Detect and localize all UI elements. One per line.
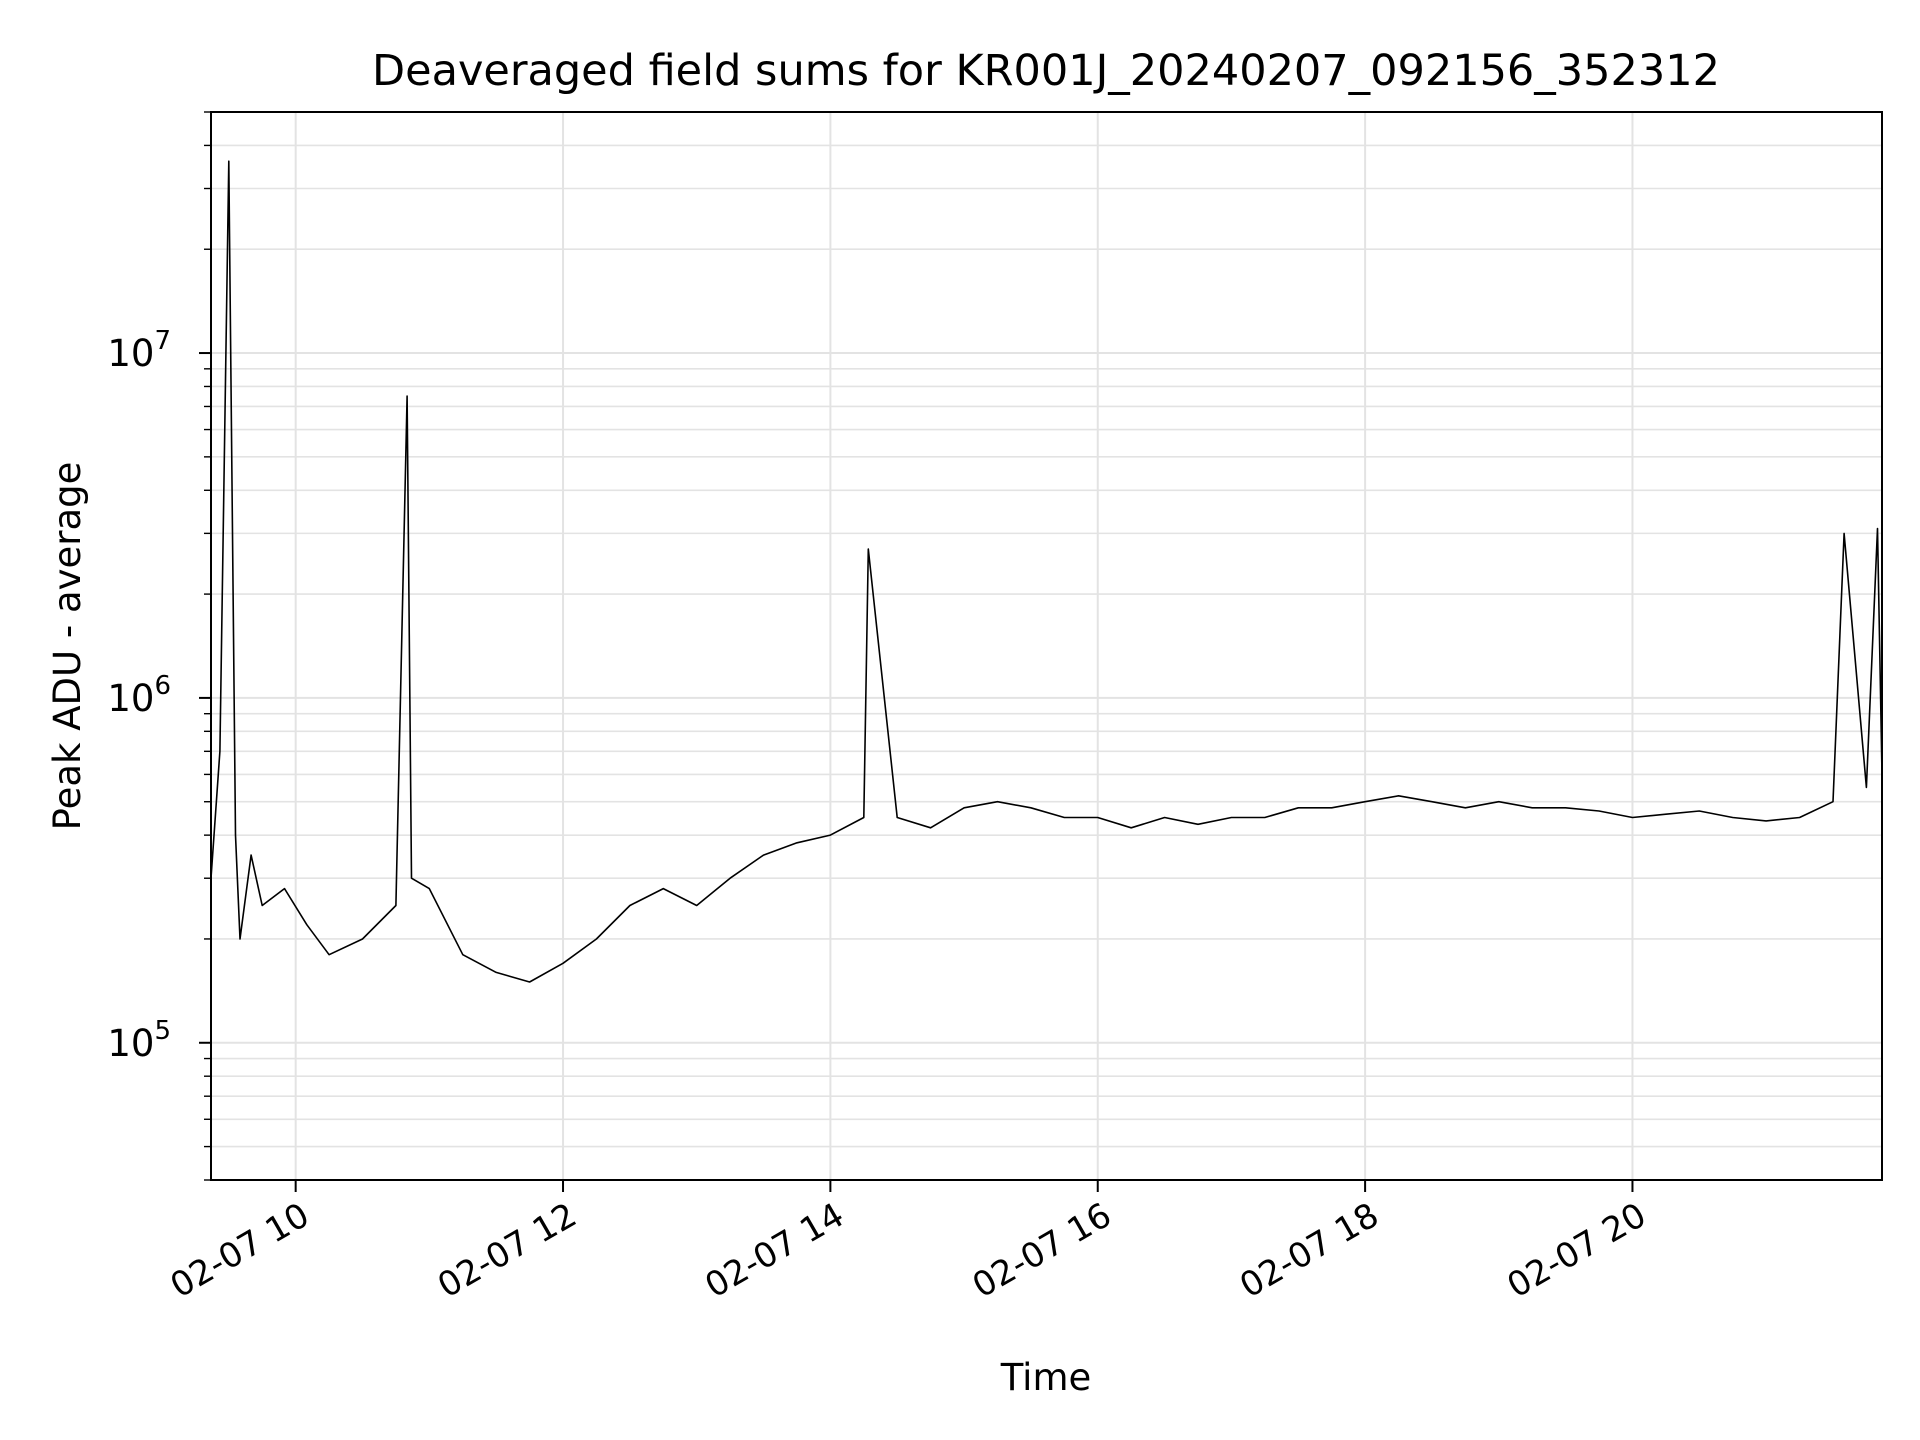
plot-background (211, 112, 1882, 1180)
y-tick-label: 107 (107, 326, 171, 375)
x-axis-label: Time (1000, 1356, 1092, 1399)
series-layer (210, 160, 1883, 983)
chart-title: Deaveraged field sums for KR001J_2024020… (372, 46, 1720, 96)
plot-frame (210, 111, 1883, 1181)
grid (211, 111, 1882, 1181)
series-line (210, 160, 1883, 983)
y-axis-label: Peak ADU - average (46, 462, 89, 831)
